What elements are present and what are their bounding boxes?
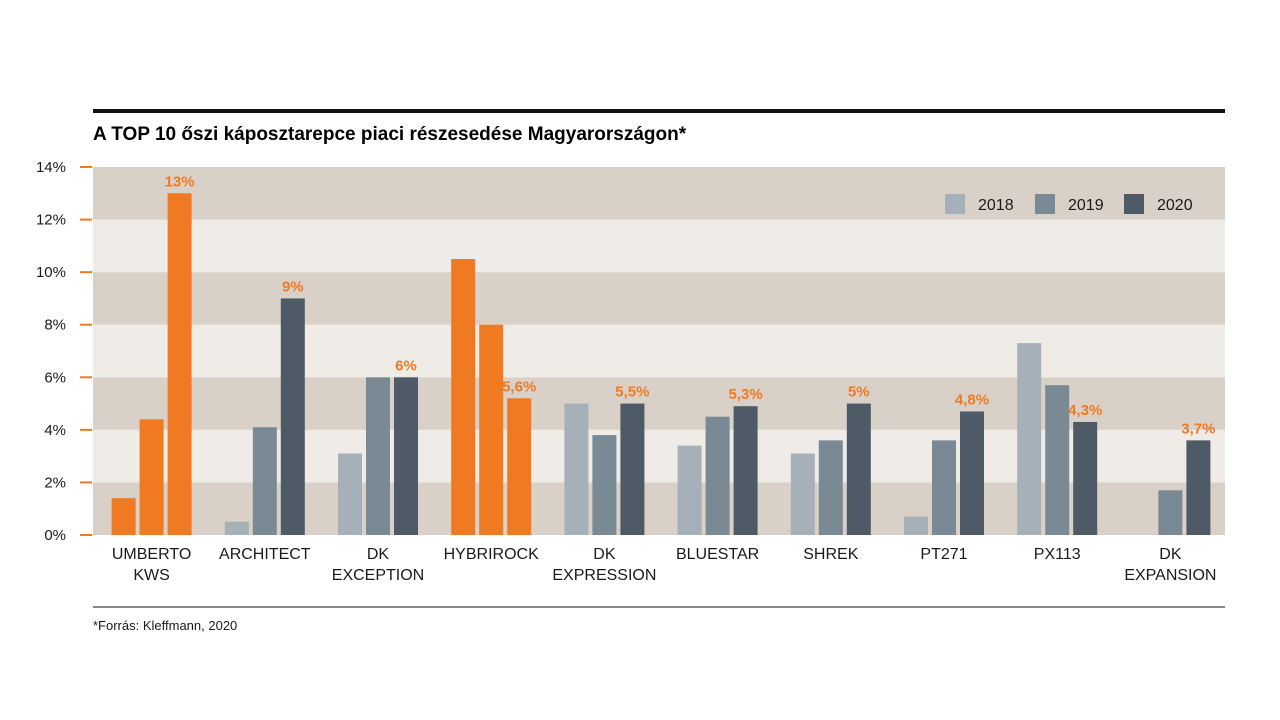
- y-tick-label: 6%: [44, 369, 66, 386]
- chart-title: A TOP 10 őszi káposztarepce piaci részes…: [93, 124, 687, 145]
- bar-2020: [167, 193, 192, 536]
- data-label: 4,8%: [955, 391, 989, 408]
- data-label: 6%: [395, 357, 417, 374]
- legend-swatch-2020: [1124, 194, 1144, 214]
- data-label: 9%: [282, 278, 304, 295]
- y-tick-label: 4%: [44, 422, 66, 439]
- x-tick-label: DK: [1159, 546, 1182, 563]
- data-label: 4,3%: [1068, 402, 1102, 419]
- x-tick-label: DK: [367, 546, 390, 563]
- y-tick-label: 10%: [36, 264, 66, 281]
- legend: 2018 2019 2020: [945, 194, 1193, 214]
- data-label: 5,3%: [728, 386, 762, 403]
- y-axis: 0% 2% 4% 6% 8% 10% 12% 14%: [36, 159, 92, 544]
- bar-2020: [394, 377, 418, 535]
- bar-2018: [111, 498, 136, 535]
- bars: [111, 193, 1211, 536]
- bar-2018: [564, 403, 589, 535]
- bar-2020: [733, 406, 758, 535]
- x-tick-label: DK: [593, 546, 616, 563]
- legend-label: 2019: [1068, 197, 1104, 214]
- x-axis-labels: UMBERTO KWS ARCHITECT DK EXCEPTION HYBRIROCK D…: [112, 546, 1217, 584]
- bar-2019: [818, 440, 843, 535]
- bar-2020: [1186, 440, 1211, 535]
- x-tick-label: PX113: [1034, 546, 1081, 563]
- bar-2018: [790, 453, 815, 535]
- background-band: [93, 167, 1225, 220]
- bar-2019: [1045, 385, 1070, 535]
- x-tick-label: SHREK: [803, 546, 858, 563]
- bar-2019: [252, 427, 277, 535]
- bar-2020: [1073, 421, 1098, 535]
- x-tick-label: EXPANSION: [1124, 567, 1216, 584]
- bar-2018: [904, 516, 928, 535]
- bar-2019: [1158, 490, 1183, 535]
- bar-2018: [224, 521, 249, 535]
- legend-label: 2018: [978, 197, 1014, 214]
- x-tick-label: UMBERTO: [112, 546, 191, 563]
- background-band: [93, 219, 1225, 273]
- bar-2020: [620, 403, 645, 535]
- bar-2019: [366, 377, 390, 535]
- bar-2020: [507, 398, 532, 535]
- source-footnote: *Forrás: Kleffmann, 2020: [93, 618, 237, 633]
- y-tick-label: 14%: [36, 159, 66, 176]
- bar-2019: [479, 324, 504, 535]
- bar-2019: [592, 435, 617, 535]
- y-tick-label: 2%: [44, 474, 66, 491]
- y-tick-label: 0%: [44, 527, 66, 544]
- bar-2020: [846, 403, 871, 535]
- data-label: 13%: [165, 173, 195, 190]
- bar-2019: [705, 416, 730, 535]
- legend-label: 2020: [1157, 197, 1193, 214]
- data-label: 5%: [848, 384, 870, 401]
- x-tick-label: EXPRESSION: [552, 567, 656, 584]
- x-tick-label: BLUESTAR: [676, 546, 759, 563]
- bar-2019: [139, 419, 164, 535]
- x-tick-label: EXCEPTION: [332, 567, 424, 584]
- legend-swatch-2019: [1035, 194, 1055, 214]
- y-tick-label: 8%: [44, 317, 66, 334]
- data-label: 5,5%: [615, 384, 649, 401]
- background-band: [93, 272, 1225, 325]
- x-tick-label: KWS: [133, 567, 169, 584]
- bar-2020: [960, 411, 984, 535]
- x-tick-label: PT271: [920, 546, 967, 563]
- bar-2019: [932, 440, 956, 535]
- bar-2018: [1017, 343, 1042, 535]
- x-tick-label: ARCHITECT: [219, 546, 311, 563]
- data-label: 5,6%: [502, 378, 536, 395]
- value-labels: 13% 9% 6% 5,6% 5,5% 5,3% 5% 4,8% 4,3% 3,7%: [165, 173, 1216, 437]
- legend-swatch-2018: [945, 194, 965, 214]
- data-label: 3,7%: [1181, 420, 1215, 437]
- bar-2018: [677, 445, 702, 535]
- bar-2020: [280, 298, 305, 535]
- x-tick-label: HYBRIROCK: [444, 546, 539, 563]
- y-tick-label: 12%: [36, 212, 66, 229]
- bar-2018: [338, 453, 362, 535]
- background-band: [93, 324, 1225, 378]
- bar-2018: [451, 259, 476, 535]
